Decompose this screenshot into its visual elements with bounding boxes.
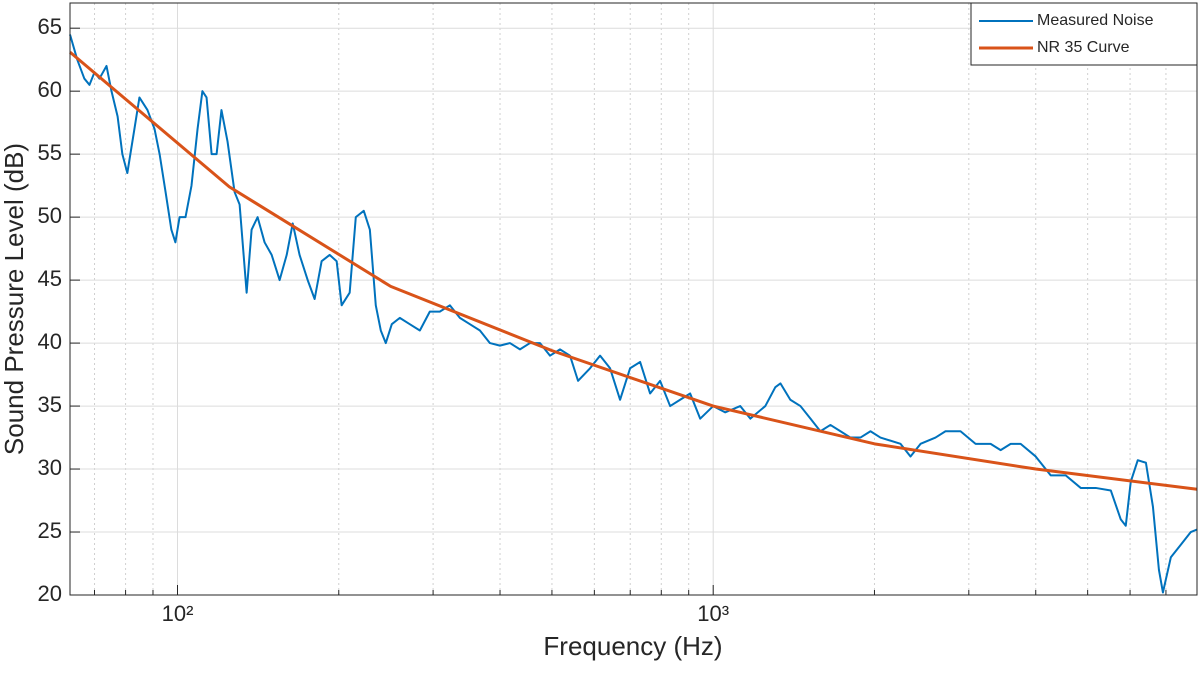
y-tick-label: 60: [38, 77, 62, 102]
legend-label: Measured Noise: [1037, 12, 1154, 29]
legend-label: NR 35 Curve: [1037, 39, 1130, 56]
x-tick-label: 10³: [697, 601, 729, 626]
series-line: [69, 34, 1198, 594]
y-tick-label: 40: [38, 329, 62, 354]
y-tick-label: 55: [38, 140, 62, 165]
y-tick-label: 50: [38, 203, 62, 228]
plot-lines: [69, 34, 1198, 594]
series-line: [69, 50, 1198, 491]
legend: Measured Noise NR 35 Curve: [970, 2, 1198, 66]
legend-box: [970, 2, 1198, 66]
y-tick-label: 45: [38, 266, 62, 291]
y-tick-label: 65: [38, 14, 62, 39]
y-tick-label: 20: [38, 581, 62, 606]
x-axis-label: Frequency (Hz): [543, 631, 722, 661]
plot-frame: [69, 2, 1198, 596]
y-axis-label: Sound Pressure Level (dB): [0, 143, 29, 455]
y-tick-label: 25: [38, 518, 62, 543]
y-tick-label: 30: [38, 455, 62, 480]
y-tick-label: 35: [38, 392, 62, 417]
x-tick-label: 10²: [162, 601, 194, 626]
grid: [70, 3, 1197, 596]
